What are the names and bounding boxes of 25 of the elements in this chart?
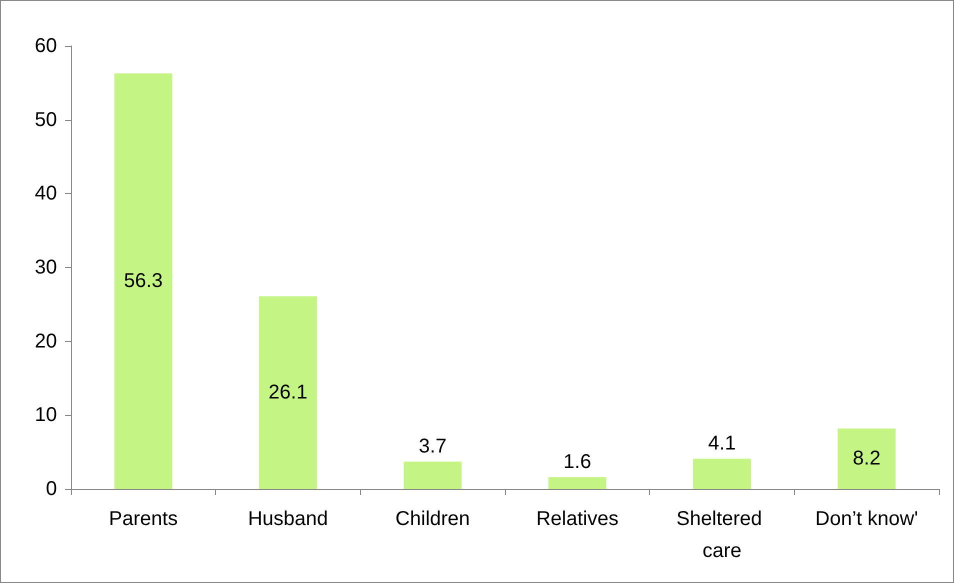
- bar: [404, 462, 462, 489]
- data-label: 26.1: [268, 382, 308, 404]
- data-label: 56.3: [124, 270, 163, 292]
- x-tick-label: Relatives: [536, 508, 618, 530]
- data-label: 4.1: [708, 432, 736, 455]
- x-tick-label: Sheltered care: [676, 508, 768, 562]
- y-tick-label: 40: [34, 182, 57, 205]
- data-label: 8.2: [852, 448, 881, 470]
- x-tick-label: Children: [395, 508, 470, 530]
- y-tick-label: 60: [34, 35, 57, 57]
- bar: [693, 458, 751, 489]
- x-tick-label: Don’t know': [815, 508, 918, 530]
- y-tick-label: 50: [34, 108, 57, 131]
- bar: [259, 296, 317, 489]
- x-tick-label: Parents: [108, 508, 178, 530]
- x-tick-label: Husband: [248, 508, 328, 530]
- data-label: 3.7: [418, 436, 447, 458]
- bar: [548, 477, 606, 489]
- bar: [114, 73, 172, 489]
- data-label: 1.6: [563, 451, 592, 474]
- y-tick-label: 30: [34, 256, 57, 278]
- y-tick-label: 0: [46, 478, 57, 500]
- y-tick-label: 20: [34, 330, 57, 352]
- y-tick-label: 10: [34, 404, 57, 426]
- bar: [838, 428, 896, 489]
